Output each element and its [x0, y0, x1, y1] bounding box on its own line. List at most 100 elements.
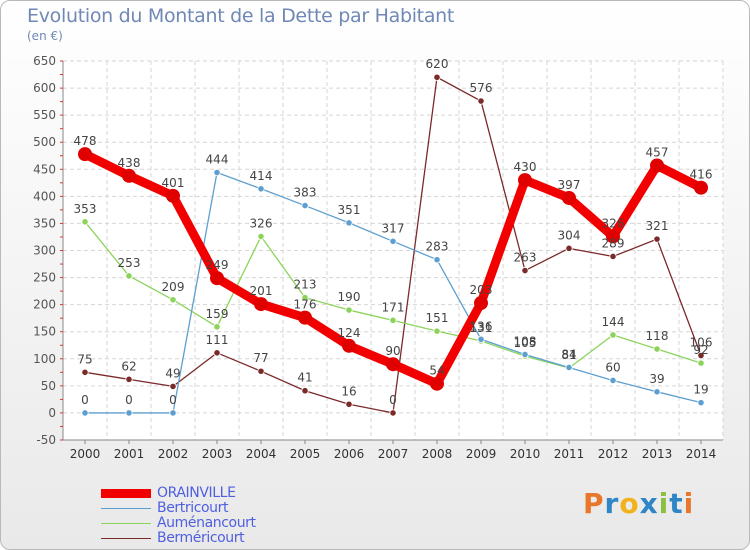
series-point-1	[565, 363, 573, 372]
logo-letter: P	[583, 487, 605, 520]
y-tick-label: 100	[33, 352, 56, 366]
legend-swatch	[101, 522, 151, 525]
series-point-3	[697, 351, 705, 360]
data-label-1: 60	[605, 360, 620, 374]
series-point-0	[606, 229, 620, 244]
data-label-0: 457	[646, 145, 669, 159]
data-label-0: 430	[514, 160, 537, 174]
series-point-0	[386, 357, 400, 372]
x-tick-label: 2012	[598, 447, 629, 461]
series-point-1	[169, 409, 177, 417]
logo-letter: o	[619, 487, 640, 520]
y-tick-label: 650	[33, 54, 56, 68]
data-label-1: 283	[426, 240, 449, 254]
series-point-0	[518, 173, 532, 188]
data-label-3: 41	[297, 371, 312, 385]
series-point-0	[166, 188, 180, 203]
data-label-2: 353	[74, 202, 97, 216]
x-tick-label: 2005	[290, 447, 321, 461]
legend: ORAINVILLE Bertricourt Auménancourt Berméri…	[101, 486, 256, 546]
data-label-1: 444	[206, 153, 229, 167]
chart-unit: (en €)	[27, 29, 63, 43]
y-tick-label: 150	[33, 325, 56, 339]
series-point-2	[433, 327, 441, 335]
legend-label: Auménancourt	[157, 515, 256, 531]
series-point-1	[697, 399, 705, 407]
data-label-0: 397	[558, 178, 581, 192]
data-label-3: 75	[77, 352, 92, 366]
series-point-2	[609, 331, 617, 339]
data-label-3: 576	[470, 81, 493, 95]
legend-item: Bertricourt	[101, 501, 256, 516]
series-point-3	[257, 367, 265, 375]
series-point-3	[433, 73, 441, 81]
y-tick-label: 300	[33, 244, 56, 258]
data-label-2: 171	[382, 300, 405, 314]
data-label-2: 92	[693, 343, 708, 357]
y-tick-label: 250	[33, 271, 56, 285]
data-label-0: 176	[294, 298, 317, 312]
series-point-2	[653, 345, 661, 353]
data-label-2: 209	[162, 280, 185, 294]
data-label-0: 416	[690, 168, 713, 182]
series-point-2	[169, 296, 177, 304]
data-label-2: 81	[561, 348, 576, 362]
logo-letter: i	[683, 487, 695, 520]
series-point-3	[565, 244, 573, 252]
series-point-0	[694, 180, 708, 195]
series-point-1	[389, 237, 397, 245]
data-label-3: 16	[341, 384, 356, 398]
x-tick-label: 2011	[554, 447, 585, 461]
y-tick-label: 400	[33, 189, 56, 203]
x-tick-label: 2007	[378, 447, 409, 461]
series-point-3	[301, 387, 309, 395]
y-tick-label: 450	[33, 162, 56, 176]
series-point-1	[609, 376, 617, 385]
y-tick-label: 200	[33, 298, 56, 312]
chart-title: Evolution du Montant de la Dette par Hab…	[27, 5, 455, 27]
data-label-2: 190	[338, 290, 361, 304]
data-label-2: 213	[294, 278, 317, 292]
data-label-1: 136	[470, 319, 493, 333]
series-point-1	[81, 409, 89, 417]
data-label-0: 401	[162, 176, 185, 190]
series-point-1	[653, 388, 661, 396]
series-point-3	[477, 97, 485, 105]
data-label-0: 90	[385, 344, 400, 358]
data-label-3: 111	[206, 333, 229, 347]
y-tick-label: 50	[41, 379, 56, 393]
data-label-2: 326	[250, 216, 273, 230]
series-point-3	[213, 349, 221, 357]
series-point-2	[125, 272, 133, 280]
data-label-2: 253	[118, 256, 141, 270]
data-label-0: 478	[74, 134, 97, 148]
series-point-0	[254, 297, 268, 312]
logo-letter: t	[669, 487, 684, 520]
data-label-3: 77	[253, 351, 268, 365]
x-tick-label: 2010	[510, 447, 541, 461]
series-point-3	[169, 382, 177, 390]
x-tick-label: 2001	[114, 447, 145, 461]
series-point-2	[213, 323, 221, 331]
data-label-1: 317	[382, 221, 405, 235]
data-label-2: 105	[514, 336, 537, 350]
series-point-0	[562, 190, 576, 205]
data-label-2: 144	[602, 315, 625, 329]
series-point-1	[477, 335, 485, 343]
data-label-0: 203	[470, 283, 493, 297]
series-point-1	[125, 409, 133, 417]
series-point-2	[697, 359, 705, 367]
series-point-0	[78, 147, 92, 162]
data-label-0: 249	[206, 258, 229, 272]
series-point-2	[345, 306, 353, 314]
series-point-3	[653, 235, 661, 243]
series-point-0	[210, 271, 224, 286]
data-label-2: 118	[646, 329, 669, 343]
data-label-2: 159	[206, 307, 229, 321]
data-label-1: 84	[561, 347, 576, 361]
y-tick-label: 350	[33, 216, 56, 230]
series-point-0	[650, 158, 664, 173]
series-point-0	[474, 296, 488, 311]
